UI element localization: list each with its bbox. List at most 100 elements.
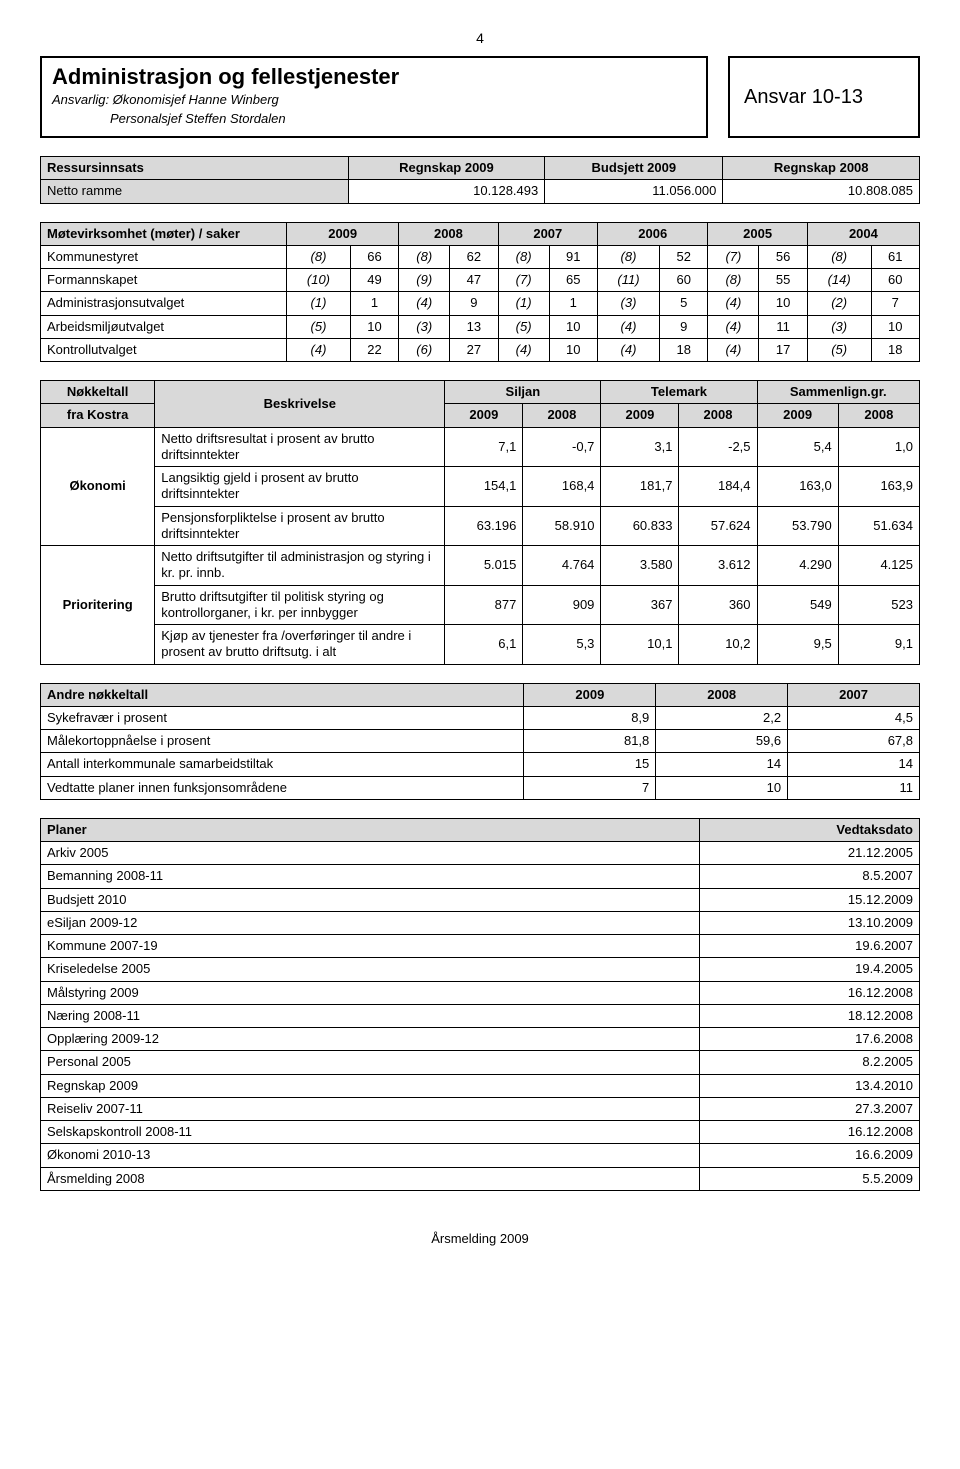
table-row: Langsiktig gjeld i prosent av brutto dri… [41, 467, 920, 507]
ressurs-h1: Regnskap 2009 [348, 157, 545, 180]
kostra-desc: Pensjonsforpliktelse i prosent av brutto… [155, 506, 445, 546]
andre-table: Andre nøkkeltall 2009 2008 2007 Sykefrav… [40, 683, 920, 800]
table-row: Administrasjonsutvalget(1)1(4)9(1)1(3)5(… [41, 292, 920, 315]
andre-val: 7 [524, 776, 656, 799]
mote-cell: (4) [287, 338, 351, 361]
andre-val: 67,8 [788, 730, 920, 753]
kostra-val: 6,1 [445, 625, 523, 665]
mote-cell: 60 [659, 269, 707, 292]
kostra-val: 9,5 [757, 625, 838, 665]
plan-date: 15.12.2009 [700, 888, 920, 911]
mote-cell: (10) [287, 269, 351, 292]
mote-cell: 10 [759, 292, 807, 315]
mote-cell: (6) [399, 338, 450, 361]
plan-name: Selskapskontroll 2008-11 [41, 1121, 700, 1144]
ansvar-text: Ansvar 10-13 [744, 86, 863, 109]
mote-cell: (5) [807, 338, 871, 361]
mote-cell: 62 [450, 245, 498, 268]
kostra-desc: Netto driftsresultat i prosent av brutto… [155, 427, 445, 467]
mote-cell: 27 [450, 338, 498, 361]
mote-cell: (5) [287, 315, 351, 338]
kostra-h-col1bot: fra Kostra [41, 404, 155, 427]
andre-label: Målekortoppnåelse i prosent [41, 730, 524, 753]
page-number: 4 [40, 30, 920, 46]
ressurs-label: Netto ramme [41, 180, 349, 203]
plan-date: 16.12.2008 [700, 1121, 920, 1144]
plan-date: 5.5.2009 [700, 1167, 920, 1190]
andre-label: Sykefravær i prosent [41, 706, 524, 729]
plan-date: 16.12.2008 [700, 981, 920, 1004]
table-row: PrioriteringNetto driftsutgifter til adm… [41, 546, 920, 586]
mote-cell: (7) [498, 269, 549, 292]
table-row: Formannskapet(10)49(9)47(7)65(11)60(8)55… [41, 269, 920, 292]
planer-h0: Planer [41, 818, 700, 841]
kostra-yh2: 2009 [601, 404, 679, 427]
mote-cell: (8) [598, 245, 660, 268]
table-row: Opplæring 2009-1217.6.2008 [41, 1028, 920, 1051]
table-row: Kjøp av tjenester fra /overføringer til … [41, 625, 920, 665]
andre-val: 14 [788, 753, 920, 776]
kostra-val: 51.634 [838, 506, 919, 546]
kostra-desc: Netto driftsutgifter til administrasjon … [155, 546, 445, 586]
plan-date: 19.4.2005 [700, 958, 920, 981]
kostra-val: 3,1 [601, 427, 679, 467]
ressurs-v2: 10.808.085 [723, 180, 920, 203]
plan-date: 13.4.2010 [700, 1074, 920, 1097]
table-row: Reiseliv 2007-1127.3.2007 [41, 1097, 920, 1120]
kostra-val: 10,1 [601, 625, 679, 665]
mote-cell: 7 [871, 292, 920, 315]
table-row: Sykefravær i prosent8,92,24,5 [41, 706, 920, 729]
andre-val: 8,9 [524, 706, 656, 729]
plan-name: Målstyring 2009 [41, 981, 700, 1004]
table-row: Brutto driftsutgifter til politisk styri… [41, 585, 920, 625]
mote-row-label: Kontrollutvalget [41, 338, 287, 361]
kostra-val: 5.015 [445, 546, 523, 586]
table-row: Økonomi 2010-1316.6.2009 [41, 1144, 920, 1167]
mote-cell: (4) [708, 315, 759, 338]
plan-name: Årsmelding 2008 [41, 1167, 700, 1190]
mote-cell: (9) [399, 269, 450, 292]
mote-y0: 2009 [287, 222, 399, 245]
andre-val: 11 [788, 776, 920, 799]
plan-name: Regnskap 2009 [41, 1074, 700, 1097]
mote-cell: 1 [350, 292, 398, 315]
kostra-h-col2: Beskrivelse [155, 381, 445, 428]
kostra-val: -0,7 [523, 427, 601, 467]
mote-cell: 1 [549, 292, 597, 315]
kostra-gh2: Sammenlign.gr. [757, 381, 919, 404]
plan-name: Kriseledelse 2005 [41, 958, 700, 981]
table-row: Kommune 2007-1919.6.2007 [41, 935, 920, 958]
plan-date: 19.6.2007 [700, 935, 920, 958]
kostra-val: 57.624 [679, 506, 757, 546]
mote-cell: (5) [498, 315, 549, 338]
kostra-val: 58.910 [523, 506, 601, 546]
table-row: Arbeidsmiljøutvalget(5)10(3)13(5)10(4)9(… [41, 315, 920, 338]
kostra-val: 909 [523, 585, 601, 625]
mote-cell: (8) [498, 245, 549, 268]
mote-cell: 22 [350, 338, 398, 361]
table-row: Personal 20058.2.2005 [41, 1051, 920, 1074]
table-row: Næring 2008-1118.12.2008 [41, 1004, 920, 1027]
kostra-desc: Kjøp av tjenester fra /overføringer til … [155, 625, 445, 665]
mote-row-label: Arbeidsmiljøutvalget [41, 315, 287, 338]
kostra-val: 367 [601, 585, 679, 625]
kostra-val: 360 [679, 585, 757, 625]
ansvar-box: Ansvar 10-13 [728, 56, 920, 138]
mote-row-label: Formannskapet [41, 269, 287, 292]
table-row: Kriseledelse 200519.4.2005 [41, 958, 920, 981]
kostra-val: 168,4 [523, 467, 601, 507]
plan-date: 16.6.2009 [700, 1144, 920, 1167]
plan-date: 17.6.2008 [700, 1028, 920, 1051]
mote-cell: (8) [708, 269, 759, 292]
planer-h1: Vedtaksdato [700, 818, 920, 841]
page: 4 Administrasjon og fellestjenester Ansv… [0, 0, 960, 1286]
ressurs-h2: Budsjett 2009 [545, 157, 723, 180]
table-row: Vedtatte planer innen funksjonsområdene7… [41, 776, 920, 799]
kostra-val: 5,4 [757, 427, 838, 467]
table-row: Kommunestyret(8)66(8)62(8)91(8)52(7)56(8… [41, 245, 920, 268]
kostra-val: 3.580 [601, 546, 679, 586]
title-box: Administrasjon og fellestjenester Ansvar… [40, 56, 708, 138]
footer-text: Årsmelding 2009 [40, 1231, 920, 1246]
mote-cell: (2) [807, 292, 871, 315]
mote-row-label: Administrasjonsutvalget [41, 292, 287, 315]
